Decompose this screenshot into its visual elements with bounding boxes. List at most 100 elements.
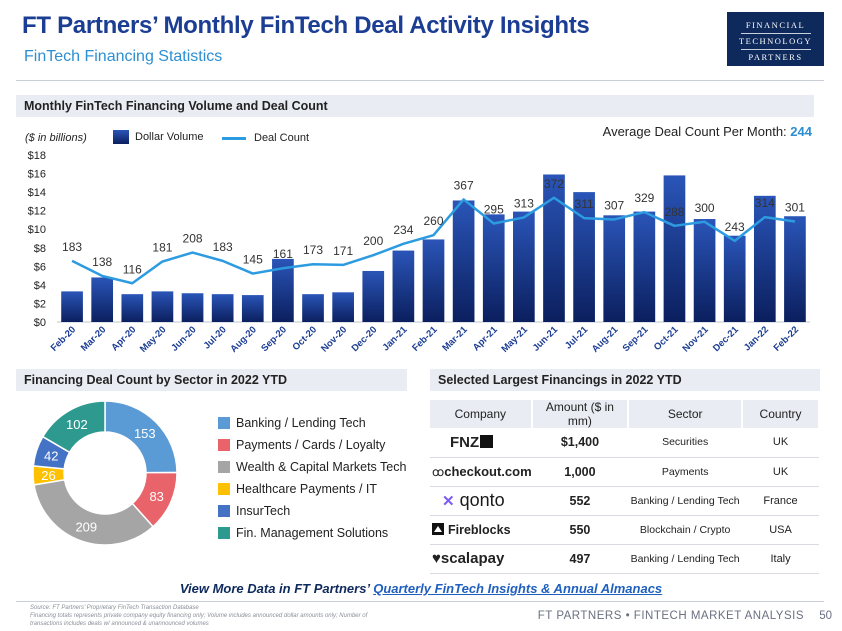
sector-cell: Blockchain / Crypto: [628, 515, 743, 545]
source-line-2: Financing totals represents private comp…: [30, 613, 368, 627]
deal-count-label: 260: [423, 214, 443, 228]
legend-line-swatch: [222, 136, 246, 140]
legend-swatch: [218, 505, 230, 517]
footer-divider: [16, 601, 824, 602]
x-tick-label: Apr-21: [471, 324, 501, 354]
deal-count-label: 243: [725, 220, 745, 234]
logo-divider: [740, 49, 811, 50]
y-tick-label: $10: [28, 224, 46, 236]
col-country: Country: [742, 400, 820, 428]
country-cell: France: [742, 486, 819, 516]
x-tick-label: Apr-20: [109, 324, 138, 353]
company-logo-fnz: FNZ: [430, 428, 532, 458]
logo-line-2: TECHNOLOGY: [738, 36, 813, 46]
x-tick-label: Aug-21: [590, 324, 621, 355]
legend-label: Fin. Management Solutions: [236, 526, 389, 540]
pie-slice-label: 83: [149, 489, 163, 504]
deal-count-label: 208: [183, 232, 203, 246]
x-tick-label: Jul-21: [563, 324, 591, 352]
dollar-volume-bar: [151, 291, 174, 322]
dollar-volume-bar: [121, 294, 144, 322]
legend-bar-label: Dollar Volume: [135, 131, 204, 143]
legend-label: Healthcare Payments / IT: [236, 482, 378, 496]
x-tick-label: Oct-20: [290, 324, 319, 353]
largest-financings-table: Company Amount ($ in mm) Sector Country …: [430, 400, 820, 574]
page-title: FT Partners’ Monthly FinTech Deal Activi…: [22, 12, 590, 39]
x-tick-label: Feb-21: [410, 324, 440, 354]
legend-bar-swatch: [113, 130, 129, 144]
deal-count-label: 183: [62, 240, 82, 254]
almanac-link[interactable]: Quarterly FinTech Insights & Annual Alma…: [373, 581, 663, 596]
y-tick-label: $6: [34, 261, 46, 273]
sector-legend-item: Fin. Management Solutions: [218, 522, 406, 544]
country-cell: USA: [742, 515, 819, 545]
sector-cell: Securities: [628, 428, 743, 458]
dollar-volume-bar: [392, 250, 415, 322]
dollar-volume-bar: [482, 214, 505, 322]
legend-swatch: [218, 439, 230, 451]
deal-count-label: 145: [243, 253, 263, 267]
dollar-volume-bar: [61, 291, 83, 322]
ft-partners-logo[interactable]: FINANCIAL TECHNOLOGY PARTNERS: [727, 12, 824, 66]
x-tick-label: Nov-21: [681, 324, 712, 355]
dollar-volume-bar: [573, 192, 595, 322]
legend-deal-count: Deal Count: [222, 132, 309, 144]
x-tick-label: Mar-20: [79, 324, 108, 353]
dollar-volume-bar: [272, 258, 294, 322]
dollar-volume-bar: [452, 200, 475, 322]
sector-legend-item: InsurTech: [218, 500, 406, 522]
amount-cell: 497: [531, 544, 629, 574]
country-cell: UK: [742, 457, 819, 487]
sector-cell: Banking / Lending Tech: [628, 486, 743, 516]
table-row: Fireblocks 550 Blockchain / Crypto USA: [430, 515, 819, 545]
company-logo-scalapay: ♥scalapay: [430, 544, 532, 574]
pie-slice: [32, 465, 66, 486]
deal-count-line: [71, 196, 796, 285]
deal-count-label: 313: [514, 196, 534, 210]
x-tick-label: Aug-20: [228, 324, 259, 355]
x-tick-label: Jul-20: [202, 324, 229, 351]
dollar-volume-bar: [181, 293, 204, 322]
pie-slice-label: 102: [66, 417, 88, 432]
sector-legend-item: Payments / Cards / Loyalty: [218, 434, 406, 456]
legend-swatch: [218, 483, 230, 495]
largest-section-heading: Selected Largest Financings in 2022 YTD: [430, 369, 820, 391]
avg-label-text: Average Deal Count Per Month:: [602, 124, 787, 139]
amount-cell: 1,000: [531, 457, 629, 487]
footer-cta: View More Data in FT Partners’ Quarterly…: [0, 581, 842, 596]
deal-count-label: 116: [123, 262, 142, 276]
sector-legend-item: Healthcare Payments / IT: [218, 478, 406, 500]
x-tick-label: Sep-20: [259, 324, 289, 354]
dollar-volume-bar: [302, 294, 324, 322]
header-divider: [16, 80, 824, 81]
dollar-volume-bar: [753, 195, 776, 322]
x-tick-label: Sep-21: [621, 324, 651, 354]
pie-slice: [41, 400, 106, 454]
pie-slice-label: 42: [44, 449, 58, 464]
y-tick-label: $12: [28, 206, 46, 218]
dollar-volume-bar: [211, 294, 234, 322]
dollar-volume-bar: [332, 292, 354, 322]
dollar-volume-bar: [543, 174, 565, 322]
sector-cell: Banking / Lending Tech: [628, 544, 743, 574]
dollar-volume-bar: [513, 211, 535, 322]
pie-slice: [32, 435, 71, 470]
deal-count-label: 173: [303, 243, 323, 257]
legend-line-label: Deal Count: [254, 132, 310, 144]
dollar-volume-bar: [91, 277, 114, 322]
col-amount: Amount ($ in mm): [531, 400, 630, 428]
x-tick-label: May-20: [138, 324, 169, 355]
legend-swatch: [218, 417, 230, 429]
x-tick-label: Dec-20: [350, 324, 380, 354]
col-company: Company: [430, 400, 533, 428]
y-tick-label: $18: [28, 150, 46, 162]
x-tick-label: Feb-22: [772, 324, 801, 353]
company-logo-checkout: ꝏcheckout.com: [430, 457, 532, 487]
page-subtitle: FinTech Financing Statistics: [24, 48, 223, 65]
pie-slice: [33, 478, 155, 546]
logo-line-3: PARTNERS: [748, 52, 803, 62]
country-cell: UK: [742, 428, 819, 458]
pie-slice-label: 153: [134, 426, 156, 441]
legend-label: Banking / Lending Tech: [236, 416, 366, 430]
unit-note: ($ in billions): [25, 132, 87, 144]
